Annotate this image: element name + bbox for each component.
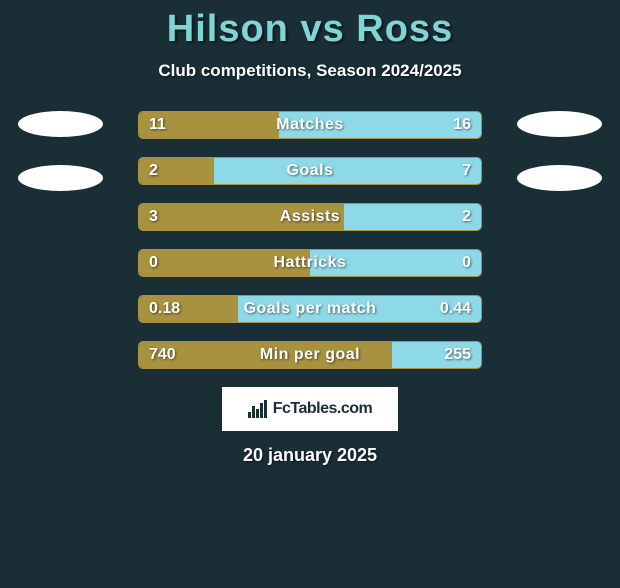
stat-row: 0.180.44Goals per match <box>138 295 482 323</box>
stat-bar-left <box>139 250 310 276</box>
comparison-chart: 1116Matches 27Goals 32Assists 00Hattricks 0.… <box>0 111 620 369</box>
stat-bar-right <box>214 158 481 184</box>
stat-row: 27Goals <box>138 157 482 185</box>
stat-bar-left <box>139 296 238 322</box>
stat-row: 740255Min per goal <box>138 341 482 369</box>
stat-bar-right <box>392 342 481 368</box>
player-ellipse <box>517 111 602 137</box>
stat-bar-right <box>238 296 481 322</box>
player-ellipse <box>517 165 602 191</box>
bar-chart-icon <box>248 400 267 418</box>
page-subtitle: Club competitions, Season 2024/2025 <box>0 61 620 81</box>
player-ellipse <box>18 165 103 191</box>
left-player-marks <box>18 111 103 219</box>
source-badge: FcTables.com <box>222 387 398 431</box>
stat-bar-left <box>139 112 279 138</box>
stat-bar-left <box>139 204 344 230</box>
stat-bar-right <box>344 204 481 230</box>
stat-bar-right <box>279 112 481 138</box>
badge-text: FcTables.com <box>273 400 373 418</box>
footer-date: 20 january 2025 <box>0 445 620 466</box>
right-player-marks <box>517 111 602 219</box>
stat-bar-right <box>310 250 481 276</box>
stat-row: 1116Matches <box>138 111 482 139</box>
stat-row: 00Hattricks <box>138 249 482 277</box>
stat-bars: 1116Matches 27Goals 32Assists 00Hattricks 0.… <box>138 111 482 369</box>
stat-bar-left <box>139 158 214 184</box>
stat-bar-left <box>139 342 392 368</box>
stat-row: 32Assists <box>138 203 482 231</box>
page-title: Hilson vs Ross <box>0 8 620 51</box>
player-ellipse <box>18 111 103 137</box>
